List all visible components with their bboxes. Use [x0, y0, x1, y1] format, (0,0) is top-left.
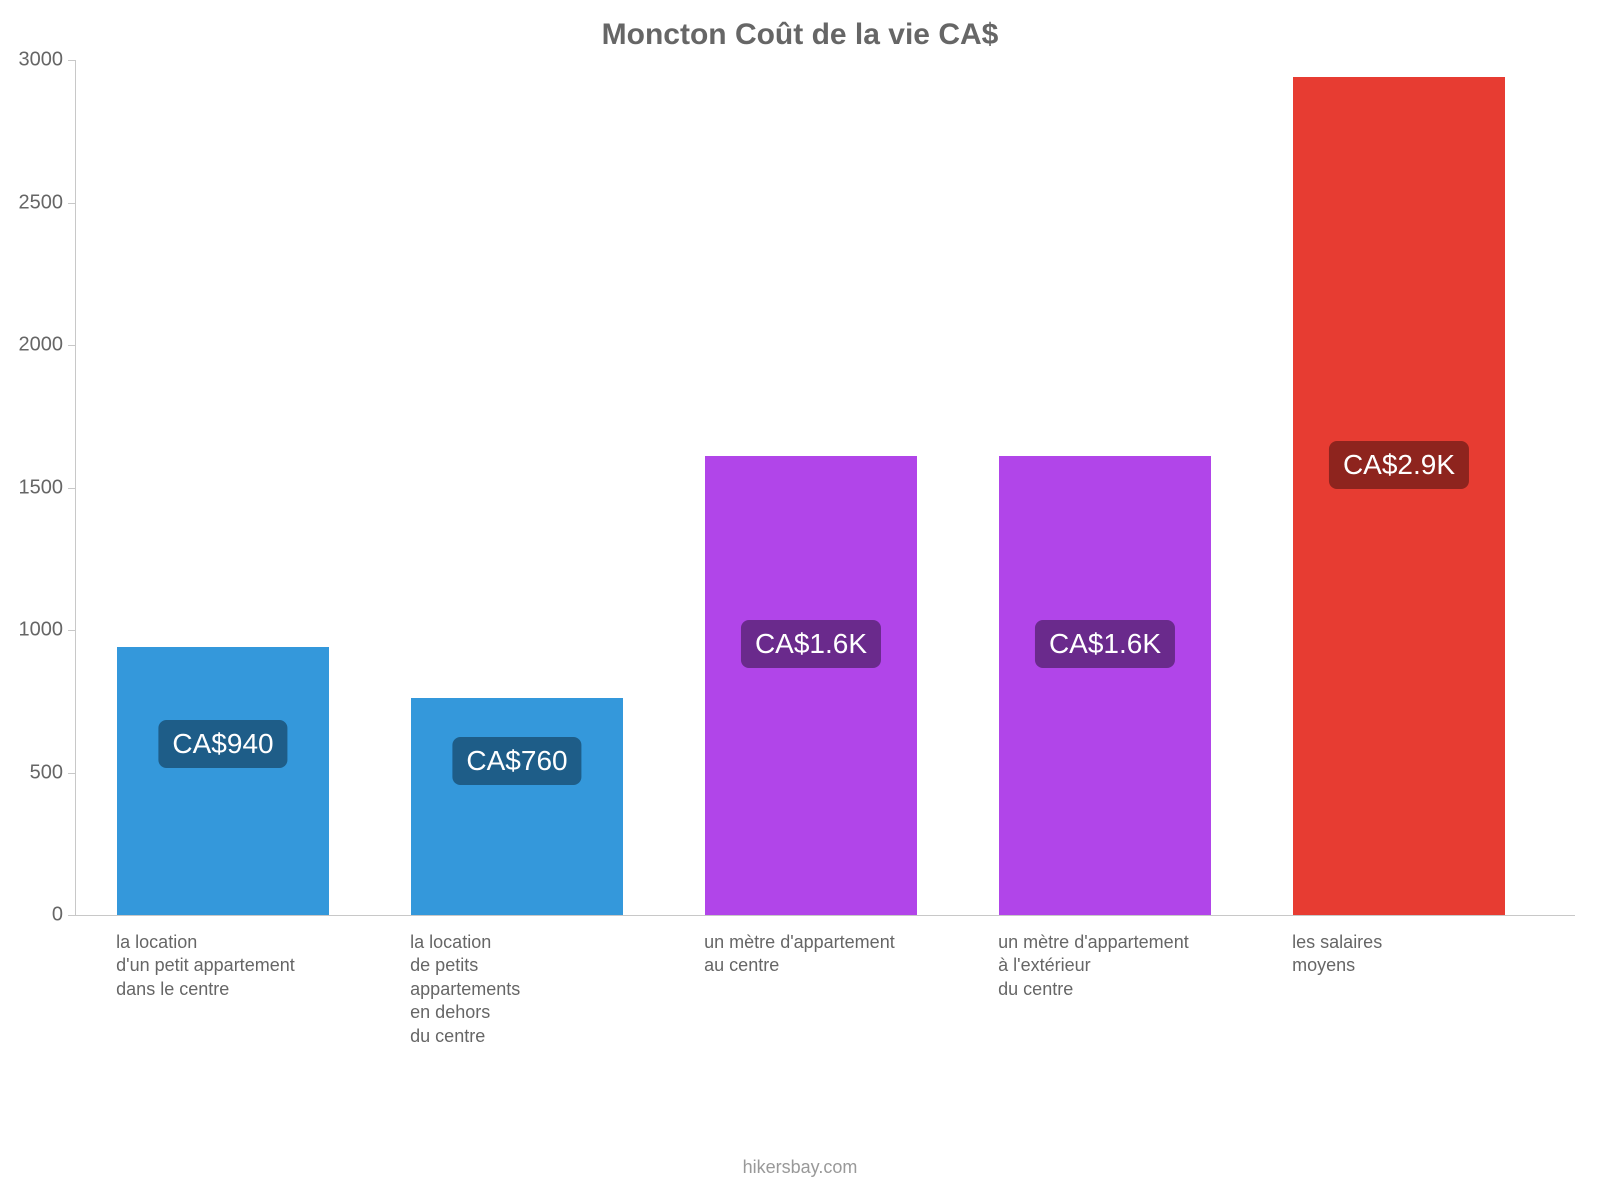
- bar-value-label: CA$760: [452, 737, 581, 785]
- x-category-label: la location d'un petit appartement dans …: [116, 931, 358, 1001]
- bar: [1293, 77, 1505, 915]
- y-tick-label: 2500: [19, 191, 64, 214]
- plot-area: CA$940 CA$760 CA$1.6K CA$1.6K CA$2.9K: [75, 60, 1546, 916]
- x-category-label: les salaires moyens: [1292, 931, 1534, 978]
- y-tick-mark: [68, 773, 75, 774]
- x-category-label: la location de petits appartements en de…: [410, 931, 652, 1048]
- bar-value-label: CA$1.6K: [741, 620, 881, 668]
- x-category-label: un mètre d'appartement au centre: [704, 931, 946, 978]
- baseline-extension: [68, 915, 1575, 916]
- y-tick-label: 2000: [19, 334, 64, 357]
- x-category-label: un mètre d'appartement à l'extérieur du …: [998, 931, 1240, 1001]
- y-tick-mark: [68, 345, 75, 346]
- chart-footer: hikersbay.com: [0, 1157, 1600, 1178]
- cost-of-living-chart: Moncton Coût de la vie CA$ CA$940CA$760C…: [0, 0, 1600, 1200]
- y-tick-mark: [68, 630, 75, 631]
- bar: [411, 698, 623, 915]
- y-tick-label: 3000: [19, 49, 64, 72]
- y-tick-mark: [68, 203, 75, 204]
- y-tick-mark: [68, 60, 75, 61]
- bar: [117, 647, 329, 915]
- y-tick-label: 1000: [19, 619, 64, 642]
- bar-value-label: CA$1.6K: [1035, 620, 1175, 668]
- chart-title: Moncton Coût de la vie CA$: [0, 18, 1600, 52]
- bar: [999, 456, 1211, 915]
- bar-value-label: CA$940: [158, 720, 287, 768]
- y-tick-label: 1500: [19, 476, 64, 499]
- y-tick-label: 0: [52, 904, 63, 927]
- y-tick-label: 500: [30, 761, 63, 784]
- bar: [705, 456, 917, 915]
- y-tick-mark: [68, 488, 75, 489]
- bar-value-label: CA$2.9K: [1329, 441, 1469, 489]
